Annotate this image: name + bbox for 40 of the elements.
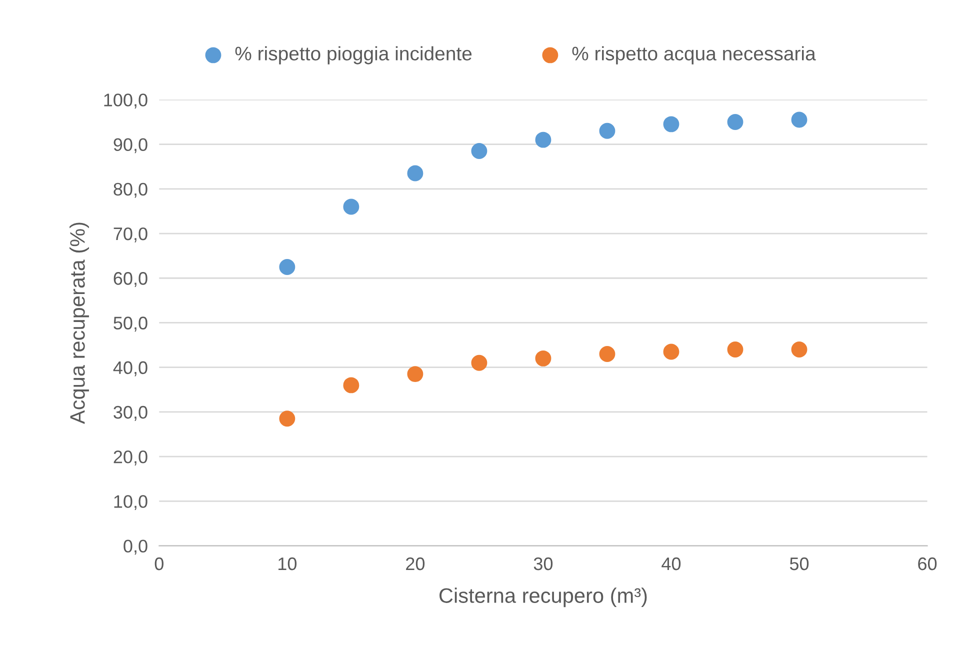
x-tick-label: 60 (918, 557, 937, 570)
point (535, 350, 552, 366)
point (791, 342, 808, 358)
x-tick-label: 0 (154, 557, 164, 570)
y-axis-title: Acqua recuperata (%) (70, 222, 89, 424)
y-tick-label: 0,0 (124, 540, 148, 555)
point (535, 132, 552, 148)
x-tick-label: 50 (790, 557, 809, 570)
point (343, 198, 360, 215)
y-tick-label: 40,0 (113, 361, 148, 376)
x-axis-title: Cisterna recupero (m³) (440, 588, 647, 608)
point (471, 142, 488, 159)
y-tick-label: 90,0 (114, 138, 148, 154)
y-tick-label: 60,0 (114, 272, 148, 287)
point (599, 346, 616, 362)
point (727, 114, 744, 130)
point (727, 342, 744, 358)
point (279, 258, 296, 275)
point (791, 112, 808, 128)
y-tick-label: 70,0 (114, 227, 148, 242)
point (599, 122, 616, 139)
x-tick-label: 10 (278, 557, 297, 570)
point (279, 410, 296, 427)
point (407, 165, 424, 182)
legend-label: % rispetto pioggia incidente (235, 46, 472, 64)
point (663, 116, 680, 132)
y-tick-label: 20,0 (114, 450, 148, 466)
y-tick-label: 30,0 (114, 406, 148, 421)
y-tick-label: 80,0 (114, 182, 148, 198)
y-tick-label: 100,0 (104, 94, 148, 109)
x-tick-label: 40 (662, 557, 681, 570)
y-tick-label: 10,0 (114, 495, 148, 510)
point (663, 344, 680, 360)
point (407, 366, 424, 382)
x-tick-label: 30 (534, 557, 553, 570)
y-tick-label: 50,0 (114, 316, 148, 332)
x-tick-label: 20 (406, 557, 425, 570)
point (471, 354, 488, 371)
point (343, 377, 360, 394)
legend-label: % rispetto acqua necessaria (572, 46, 816, 64)
